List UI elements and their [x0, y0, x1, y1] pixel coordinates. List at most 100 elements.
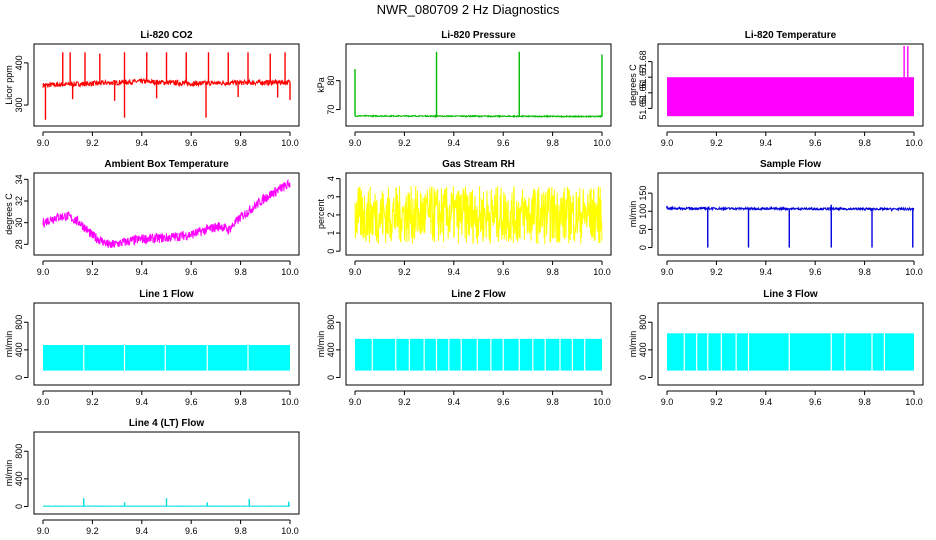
x-tick-label: 10.0 — [905, 267, 923, 277]
x-tick-label: 9.4 — [136, 267, 149, 277]
y-tick-label: 70 — [326, 105, 336, 115]
panel-9: Line 3 Flow 9.0 9.2 9.4 9.6 9.8 10.0 0 400 800ml/… — [628, 289, 924, 407]
panel-title: Sample Flow — [760, 159, 821, 170]
plot-frame — [345, 302, 612, 386]
x-tick-label: 9.0 — [349, 397, 362, 407]
x-tick-label: 9.8 — [546, 397, 559, 407]
x-tick-label: 9.0 — [349, 267, 362, 277]
panel-4: Ambient Box Temperature 9.0 9.2 9.4 9.6 9.8 10… — [4, 159, 300, 277]
y-tick-label: 800 — [14, 315, 24, 330]
x-tick-label: 9.6 — [497, 397, 510, 407]
plot-frame — [33, 43, 300, 127]
panel-5: Gas Stream RH 9.0 9.2 9.4 9.6 9.8 10.0 0 1 2 3 4 per… — [316, 159, 612, 277]
series-group — [42, 178, 291, 248]
panel-7: Line 1 Flow 9.0 9.2 9.4 9.6 9.8 10.0 0 400 800ml/… — [4, 289, 300, 407]
y-tick-label: 50 — [638, 224, 648, 234]
data-band — [667, 77, 914, 117]
x-tick-label: 9.0 — [661, 267, 674, 277]
plot-frame — [33, 431, 300, 515]
x-tick-label: 9.0 — [349, 138, 362, 148]
y-tick-label: 0 — [326, 249, 336, 254]
series-group — [667, 333, 914, 372]
y-tick-label: 0 — [326, 375, 336, 380]
y-tick-label: 80 — [326, 76, 336, 86]
y-axis-label: ml/min — [4, 460, 14, 487]
x-tick-label: 10.0 — [281, 526, 299, 536]
y-tick-label: 400 — [14, 471, 24, 486]
series-group — [355, 338, 602, 372]
x-tick-label: 9.6 — [497, 138, 510, 148]
y-tick-label: 2 — [326, 212, 336, 217]
panel-title: Li-820 Pressure — [441, 30, 516, 41]
x-tick-label: 9.2 — [710, 267, 723, 277]
series-group — [354, 51, 603, 119]
y-tick-label: 400 — [638, 342, 648, 357]
y-axis-label: ml/min — [316, 331, 326, 358]
data-series-line — [666, 205, 915, 212]
x-tick-label: 9.8 — [858, 138, 871, 148]
y-axis-label: degrees C — [628, 64, 638, 106]
x-tick-label: 10.0 — [593, 397, 611, 407]
x-tick-label: 9.4 — [760, 138, 773, 148]
x-tick-label: 9.6 — [809, 267, 822, 277]
panel-title: Li-820 CO2 — [140, 30, 193, 41]
plot-frame — [33, 302, 300, 386]
x-tick-label: 9.0 — [661, 397, 674, 407]
x-tick-label: 9.8 — [234, 397, 247, 407]
y-tick-label: 32 — [14, 196, 24, 206]
y-tick-label: 0 — [638, 245, 648, 250]
panel-3: Li-820 Temperature 9.0 9.2 9.4 9.6 9.8 10.0 51.… — [628, 30, 924, 148]
y-tick-label: 400 — [14, 55, 24, 70]
panel-2: Li-820 Pressure 9.0 9.2 9.4 9.6 9.8 10.0 70 80kP… — [316, 30, 612, 148]
y-tick-label: 800 — [326, 315, 336, 330]
x-tick-label: 10.0 — [281, 138, 299, 148]
x-tick-label: 9.4 — [136, 397, 149, 407]
series-group — [42, 498, 291, 507]
x-tick-label: 9.2 — [398, 138, 411, 148]
x-tick-label: 9.0 — [37, 267, 50, 277]
y-tick-label: 0 — [638, 375, 648, 380]
panel-10: Line 4 (LT) Flow 9.0 9.2 9.4 9.6 9.8 10.0 0 400 8… — [4, 418, 300, 536]
x-tick-label: 9.4 — [136, 526, 149, 536]
x-tick-label: 9.4 — [448, 138, 461, 148]
x-tick-label: 9.2 — [710, 397, 723, 407]
y-axis-label: percent — [316, 198, 326, 229]
y-tick-label: 28 — [14, 239, 24, 249]
x-tick-label: 9.2 — [398, 267, 411, 277]
y-tick-label: 30 — [14, 218, 24, 228]
panel-title: Line 1 Flow — [139, 289, 194, 300]
plot-frame — [345, 43, 612, 127]
x-tick-label: 9.8 — [858, 267, 871, 277]
x-tick-label: 9.8 — [858, 397, 871, 407]
x-tick-label: 9.4 — [136, 138, 149, 148]
panel-title: Li-820 Temperature — [745, 30, 837, 41]
x-tick-label: 9.8 — [234, 138, 247, 148]
x-tick-label: 10.0 — [281, 397, 299, 407]
x-tick-label: 9.6 — [809, 138, 822, 148]
panel-8: Line 2 Flow 9.0 9.2 9.4 9.6 9.8 10.0 0 400 800ml/… — [316, 289, 612, 407]
y-tick-label: 150 — [638, 186, 648, 201]
x-tick-label: 9.6 — [185, 267, 198, 277]
data-series-line — [354, 113, 603, 119]
x-tick-label: 9.2 — [86, 138, 99, 148]
x-tick-label: 10.0 — [905, 138, 923, 148]
panel-1: Li-820 CO2 9.0 9.2 9.4 9.6 9.8 10.0 300 400Licor… — [4, 30, 300, 148]
y-tick-label: 0 — [14, 375, 24, 380]
x-tick-label: 9.4 — [760, 397, 773, 407]
x-tick-label: 9.0 — [37, 397, 50, 407]
series-group — [666, 204, 915, 248]
series-group — [354, 185, 603, 244]
data-band — [667, 333, 914, 371]
data-band — [355, 338, 602, 371]
panel-6: Sample Flow 9.0 9.2 9.4 9.6 9.8 10.0 0 50 100 150m… — [628, 159, 924, 277]
x-tick-label: 10.0 — [281, 267, 299, 277]
x-tick-label: 9.4 — [448, 397, 461, 407]
y-tick-label: 51.68 — [638, 50, 648, 73]
panel-title: Line 4 (LT) Flow — [129, 418, 205, 429]
x-tick-label: 9.2 — [86, 397, 99, 407]
y-tick-label: 800 — [14, 444, 24, 459]
y-tick-label: 1 — [326, 231, 336, 236]
y-axis-label: ml/min — [628, 331, 638, 358]
panel-title: Ambient Box Temperature — [104, 159, 229, 170]
